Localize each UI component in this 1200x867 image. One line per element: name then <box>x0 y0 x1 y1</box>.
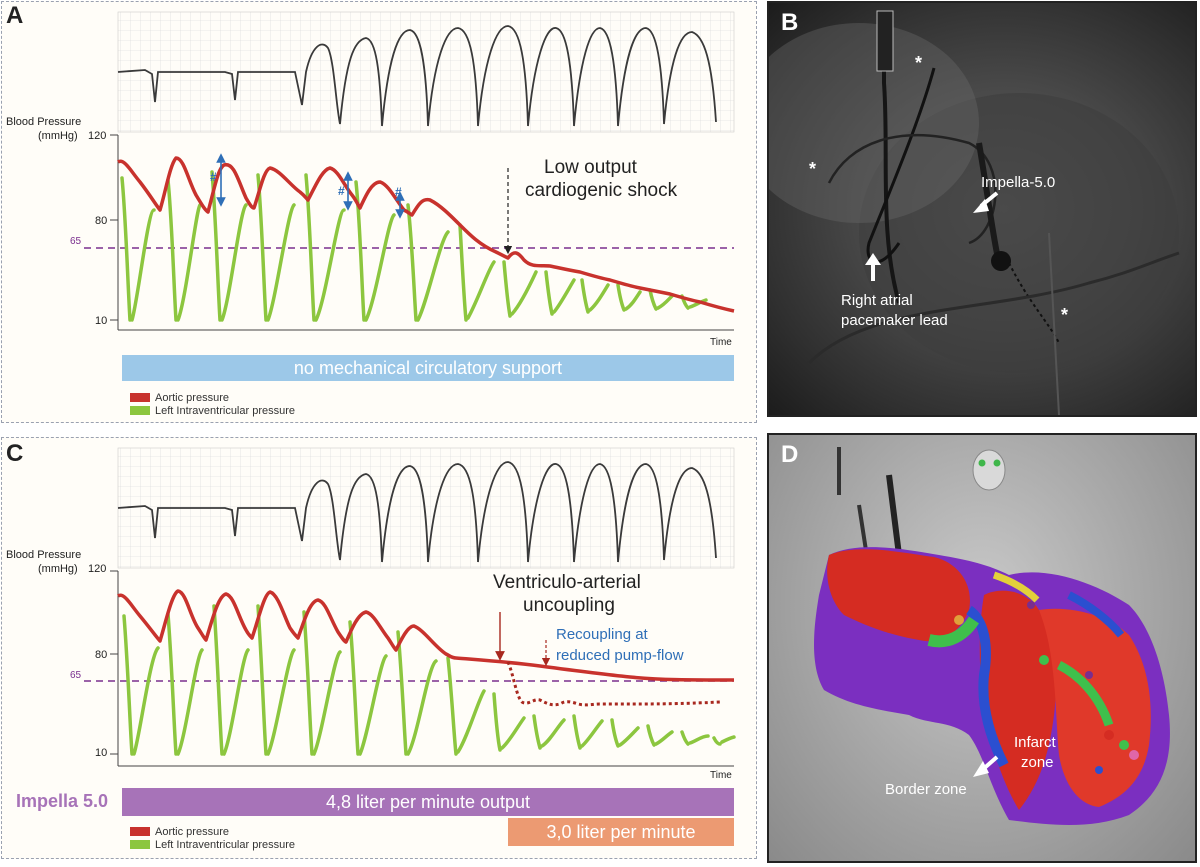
aortic-recoupled-c <box>506 661 721 707</box>
hash-a2: # <box>338 184 345 198</box>
annotation-c1-line1: Ventriculo-arterial <box>493 572 641 593</box>
annotation-c2-line1: Recoupling at <box>556 626 649 643</box>
pacemaker-lead-label-line1: Right atrial <box>841 292 913 309</box>
panel-a-letter: A <box>6 2 24 29</box>
legend-lv-a: Left Intraventricular pressure <box>155 404 296 417</box>
flow-30-label: 3,0 liter per minute <box>546 821 696 842</box>
hash-a3: # <box>395 185 402 199</box>
annotation-a-line1: Low output <box>544 157 638 178</box>
panel-c-chart: Ventriculo-arterial uncoupling Recouplin… <box>6 447 736 781</box>
tick-120-a: 120 <box>88 130 106 142</box>
y-title-a: Blood Pressure <box>6 116 81 128</box>
infarct-zone-label-line2: zone <box>1021 754 1054 771</box>
x-label-c: Time <box>710 770 732 781</box>
y-unit-c: (mmHg) <box>38 563 78 575</box>
legend-lv-c: Left Intraventricular pressure <box>155 838 296 851</box>
pacemaker-lead-label-line2: pacemaker lead <box>841 312 948 329</box>
annotation-c2-line2: reduced pump-flow <box>556 647 684 664</box>
no-support-bar: no mechanical circulatory support <box>122 355 734 381</box>
aortic-pressure-c <box>117 589 735 682</box>
aortic-pressure-a <box>117 156 735 313</box>
lv-pressure-a <box>120 170 708 322</box>
impella-device-label: Impella 5.0 <box>16 791 109 811</box>
tick-10-a: 10 <box>95 315 107 327</box>
fluoroscopy-image: B * * * Impella-5.0 Right atrial pacemak… <box>767 1 1197 417</box>
electroanatomical-map: D Infarct zone Border zone <box>767 433 1197 863</box>
legend-c: Aortic pressure Left Intraventricular pr… <box>130 825 295 851</box>
impella-label: Impella-5.0 <box>981 174 1056 191</box>
mapping-points <box>954 601 1139 774</box>
no-support-label: no mechanical circulatory support <box>293 357 563 378</box>
legend-lv-swatch-a <box>130 406 150 415</box>
panel-a-chart: # # # Low output cardiogenic shock Blood… <box>6 11 735 348</box>
flow-30-bar: 3,0 liter per minute <box>508 818 734 846</box>
fluoroscopy-structures <box>769 10 1180 415</box>
star-marker-2: * <box>809 159 817 179</box>
flow-48-label: 4,8 liter per minute output <box>325 791 531 812</box>
annotation-a-line2: cardiogenic shock <box>525 180 678 201</box>
x-label-a: Time <box>710 337 732 348</box>
border-zone-label: Border zone <box>885 781 967 798</box>
hash-a1: # <box>210 170 217 184</box>
pulse-pressure-arrows-a <box>216 153 405 219</box>
y-title-c: Blood Pressure <box>6 549 81 561</box>
legend-aortic-swatch-c <box>130 827 150 836</box>
tick-65-c: 65 <box>70 670 82 681</box>
ecg-trace-a <box>117 25 717 127</box>
tick-65-a: 65 <box>70 236 82 247</box>
legend-aortic-c: Aortic pressure <box>155 825 229 838</box>
star-marker-3: * <box>1061 305 1069 325</box>
ecg-trace-c <box>117 461 717 563</box>
voltage-map <box>814 447 1170 825</box>
tick-120-c: 120 <box>88 563 106 575</box>
tick-80-a: 80 <box>95 215 107 227</box>
panel-b-letter: B <box>781 9 799 36</box>
infarct-zone-label-line1: Infarct <box>1014 734 1056 751</box>
tick-80-c: 80 <box>95 649 107 661</box>
legend-lv-swatch-c <box>130 840 150 849</box>
tick-10-c: 10 <box>95 747 107 759</box>
annotation-c1-line2: uncoupling <box>523 595 615 616</box>
legend-a: Aortic pressure Left Intraventricular pr… <box>130 391 295 417</box>
legend-aortic-swatch-a <box>130 393 150 402</box>
panel-d-letter: D <box>781 441 799 468</box>
legend-aortic-a: Aortic pressure <box>155 391 229 404</box>
lv-pressure-c <box>122 604 736 756</box>
flow-48-bar: 4,8 liter per minute output <box>122 788 734 816</box>
panel-c-letter: C <box>6 440 24 467</box>
y-unit-a: (mmHg) <box>38 130 78 142</box>
star-marker-1: * <box>915 53 923 73</box>
